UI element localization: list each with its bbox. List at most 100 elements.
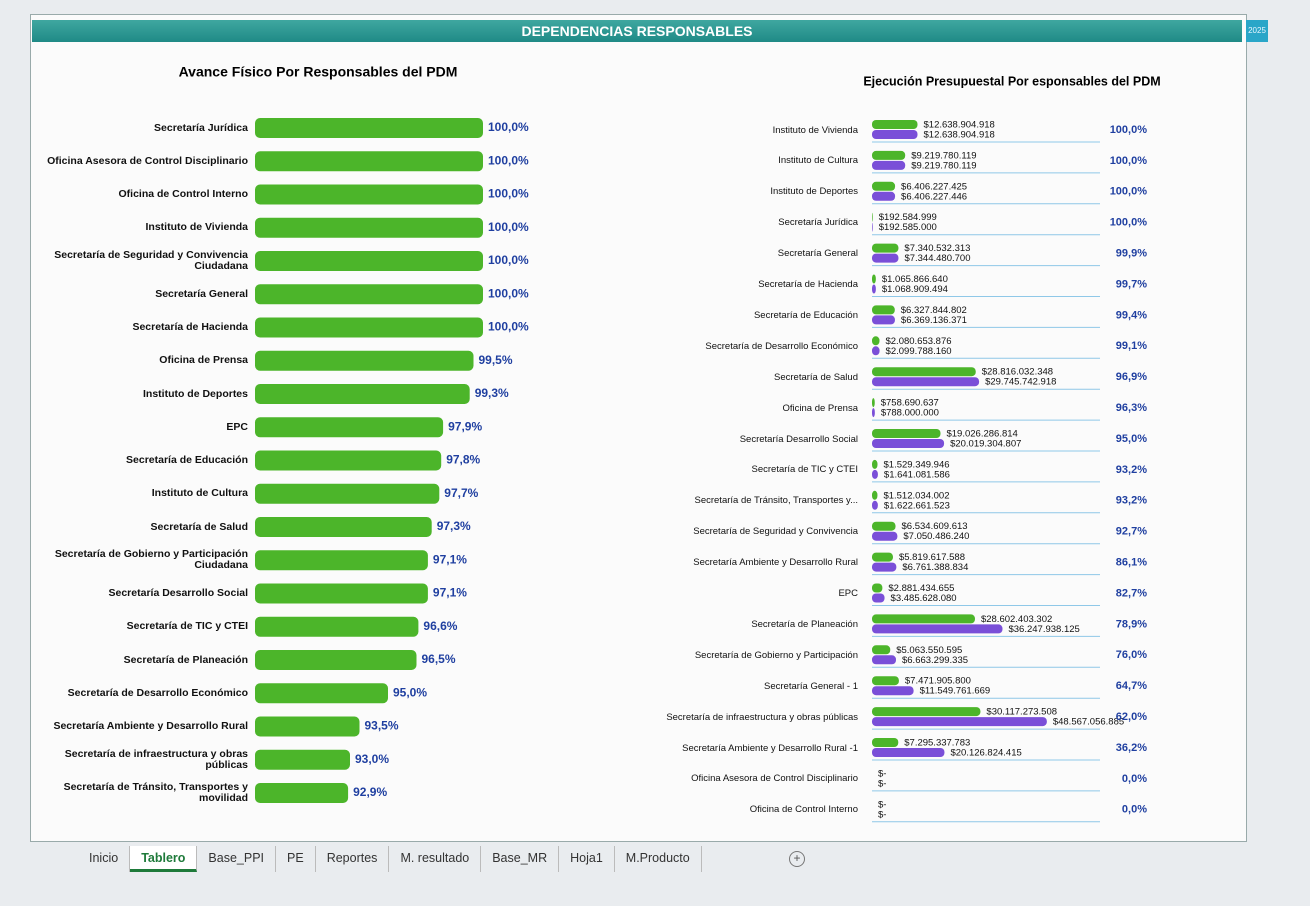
category-label: Secretaría General <box>600 246 858 262</box>
bar <box>872 645 890 654</box>
value-label: 93,0% <box>355 752 389 766</box>
category-label: Secretaría de Tránsito, Transportes y... <box>600 493 858 509</box>
value-label: $11.549.761.669 <box>920 686 991 697</box>
category-label: Secretaría de Desarrollo Económico <box>600 338 858 354</box>
ratio-label: 100,0% <box>1110 217 1148 229</box>
sheet-tab[interactable]: Inicio <box>78 846 130 872</box>
bar <box>872 275 876 284</box>
ratio-label: 100,0% <box>1110 186 1148 198</box>
value-label: $20.126.824.415 <box>950 748 1021 759</box>
value-label: 92,9% <box>353 785 387 799</box>
ratio-label: 0,0% <box>1122 773 1147 785</box>
value-label: 100,0% <box>488 187 529 201</box>
bar <box>872 553 893 562</box>
bar <box>255 750 350 770</box>
bar <box>255 284 483 304</box>
bar <box>255 118 483 138</box>
bar <box>872 192 895 201</box>
sheet-tab[interactable]: Tablero <box>130 846 197 872</box>
ratio-label: 93,2% <box>1116 495 1147 507</box>
ratio-label: 92,7% <box>1116 526 1147 538</box>
value-label: 100,0% <box>488 286 529 300</box>
category-label: Secretaría de Seguridad y Convivencia Ci… <box>40 247 248 275</box>
sheet-tab[interactable]: M. resultado <box>389 846 481 872</box>
value-label: $12.638.904.918 <box>924 130 995 141</box>
category-label: Secretaría Desarrollo Social <box>40 580 248 608</box>
bar <box>255 384 470 404</box>
ratio-label: 82,7% <box>1116 587 1147 599</box>
add-sheet[interactable]: + <box>789 851 805 867</box>
category-label: Secretaría de TIC y CTEI <box>600 462 858 478</box>
ratio-label: 78,9% <box>1116 618 1147 630</box>
ratio-label: 62,0% <box>1116 711 1147 723</box>
value-label: $48.567.056.885 <box>1053 717 1124 728</box>
category-label: Secretaría de Planeación <box>40 646 248 674</box>
bar <box>872 244 898 253</box>
category-label: Oficina de Prensa <box>40 347 248 375</box>
sheet-tab[interactable]: PE <box>276 846 316 872</box>
sheet-tab[interactable]: Reportes <box>316 846 390 872</box>
bar <box>872 213 873 222</box>
ratio-label: 86,1% <box>1116 557 1147 569</box>
bar <box>872 491 877 500</box>
value-label: 93,5% <box>365 719 399 733</box>
value-label: 99,5% <box>479 353 513 367</box>
category-label: Secretaría de Salud <box>40 513 248 541</box>
bar <box>872 563 896 572</box>
ratio-label: 99,4% <box>1116 309 1147 321</box>
bar <box>872 429 940 438</box>
value-label: $9.219.780.119 <box>911 160 976 171</box>
value-label: $20.019.304.807 <box>950 439 1021 450</box>
screen: DEPENDENCIAS RESPONSABLES 2025 Avance Fí… <box>0 0 1310 906</box>
category-label: Secretaría Ambiente y Desarrollo Rural -… <box>600 740 858 756</box>
value-label: $36.247.938.125 <box>1008 624 1079 635</box>
category-label: Secretaría de Hacienda <box>40 314 248 342</box>
value-label: $1.622.661.523 <box>884 500 950 511</box>
value-label: 96,5% <box>422 652 456 666</box>
bar <box>872 532 897 541</box>
category-label: Secretaría de Desarrollo Económico <box>40 679 248 707</box>
value-label: 99,3% <box>475 386 509 400</box>
bar <box>872 686 914 695</box>
bar <box>255 550 428 570</box>
category-label: EPC <box>40 413 248 441</box>
category-label: Secretaría Desarrollo Social <box>600 431 858 447</box>
category-label: Secretaría Jurídica <box>40 114 248 142</box>
bar <box>255 351 474 371</box>
category-label: Oficina de Control Interno <box>600 802 858 818</box>
value-label: $- <box>878 809 886 820</box>
bar <box>872 439 944 448</box>
category-label: Instituto de Vivienda <box>600 122 858 138</box>
value-label: 97,8% <box>446 453 480 467</box>
ratio-label: 99,7% <box>1116 278 1147 290</box>
sheet-tab[interactable]: Hoja1 <box>559 846 615 872</box>
bar <box>872 130 918 139</box>
category-label: Secretaría de infraestructura y obras pú… <box>600 709 858 725</box>
value-label: $1.641.081.586 <box>884 469 950 480</box>
ratio-label: 96,9% <box>1116 371 1147 383</box>
value-label: $788.000.000 <box>881 408 939 419</box>
bar <box>872 120 918 129</box>
sheet-tab[interactable]: Base_PPI <box>197 846 276 872</box>
category-label: Oficina de Control Interno <box>40 181 248 209</box>
value-label: 100,0% <box>488 320 529 334</box>
bar <box>872 336 879 345</box>
bar <box>255 218 483 238</box>
category-label: Oficina Asesora de Control Disciplinario <box>600 771 858 787</box>
chart-title: Ejecución Presupuestal Por esponsables d… <box>863 74 1160 88</box>
category-label: Secretaría de Tránsito, Transportes y mo… <box>40 779 248 807</box>
value-label: 100,0% <box>488 253 529 267</box>
sheet-tab[interactable]: M.Producto <box>615 846 702 872</box>
category-label: Secretaría Ambiente y Desarrollo Rural <box>40 713 248 741</box>
bar <box>872 315 895 324</box>
ratio-label: 76,0% <box>1116 649 1147 661</box>
bar <box>872 584 882 593</box>
ratio-label: 0,0% <box>1122 804 1147 816</box>
category-label: Secretaría de Hacienda <box>600 277 858 293</box>
bar <box>872 522 896 531</box>
bar <box>255 151 483 171</box>
value-label: 95,0% <box>393 685 427 699</box>
sheet-tab[interactable]: Base_MR <box>481 846 559 872</box>
value-label: $7.344.480.700 <box>904 253 970 264</box>
ratio-label: 99,1% <box>1116 340 1147 352</box>
